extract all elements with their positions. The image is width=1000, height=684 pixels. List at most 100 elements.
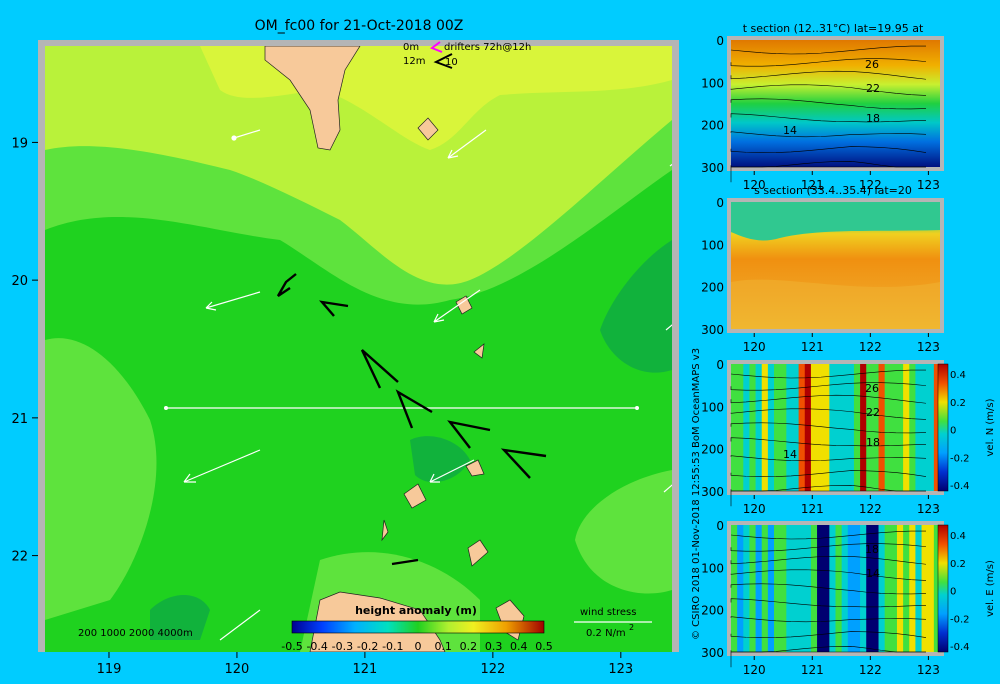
land-island: [403, 483, 427, 509]
panel-cell: [817, 364, 824, 491]
x-tick-label: 123: [917, 502, 940, 516]
panel-cell: [743, 525, 750, 652]
y-tick-label: 0: [716, 196, 724, 210]
wind-stress-label: wind stress: [580, 607, 636, 618]
section-panel-3: 26 22 18 14 120 121 122 123 0 100 200 300 0.4 0.2 0 -0.…: [701, 358, 996, 516]
drifter-legend-text: drifters 72h@12h: [444, 42, 531, 53]
section-panel-2: 120 121 122 123 0 100 200 300 s section (33.4..3…: [701, 184, 944, 354]
y-tick-label: 300: [701, 323, 724, 337]
velocity-tick-label: -0.4: [950, 642, 970, 653]
contour-line: [730, 45, 927, 55]
y-tick-label: 100: [701, 76, 724, 90]
colorbar-title: height anomaly (m): [355, 604, 477, 617]
panel-cell: [786, 525, 793, 652]
panel-cell: [731, 364, 738, 491]
y-tick-label: 200: [701, 604, 724, 618]
drifter-legend-scale: 10: [445, 57, 458, 68]
panel-cell: [829, 525, 836, 652]
y-tick-label: 100: [701, 400, 724, 414]
contour-line: [730, 530, 927, 540]
colorbar-tick-label: 0.1: [434, 640, 452, 653]
panel-cell: [933, 364, 941, 491]
panel-cell: [866, 364, 873, 491]
y-tick-label: 300: [701, 161, 724, 175]
colorbar-tick-label: -0.4: [306, 640, 327, 653]
panel-cell: [798, 364, 806, 491]
contour-line: [730, 394, 927, 404]
panel-cell: [774, 364, 781, 491]
panel-cell: [884, 364, 892, 491]
x-tick-label: 122: [859, 178, 882, 192]
panel-cell: [866, 525, 873, 652]
wind-stress-scale-exp: 2: [629, 623, 634, 632]
x-tick-label: 121: [801, 340, 824, 354]
panel-cell: [798, 525, 806, 652]
velocity-axis-label: vel. E (m/s): [985, 560, 996, 617]
drifter-legend-marker-magenta: [429, 41, 443, 53]
panel-cell: [909, 364, 916, 491]
velocity-tick-label: 0: [950, 587, 956, 598]
contour-line: [730, 369, 927, 379]
contour-line: [730, 490, 926, 507]
contour-line: [730, 598, 927, 608]
panel-title: t section (12..31°C) lat=19.95 at: [743, 22, 924, 35]
land-island: [381, 519, 389, 542]
panel-cell: [743, 364, 750, 491]
panel-cell: [737, 364, 744, 491]
panel-cell: [903, 364, 910, 491]
panel-cell: [878, 364, 886, 491]
height-anomaly-colorbar: height anomaly (m) -0.5 -0.4 -0.3 -0.2 -0.1 0…: [281, 604, 552, 653]
ocean-light-sw: [45, 338, 157, 620]
panel-cell: [860, 364, 867, 491]
panel-cell: [921, 364, 929, 491]
panel-cell: [933, 525, 941, 652]
y-tick-label: 200: [701, 119, 724, 133]
contour-label: 26: [865, 382, 879, 395]
x-tick-label: 119: [97, 662, 122, 677]
drifter-legend-label-12m: 12m: [403, 56, 425, 67]
velocity-tick-label: 0.4: [950, 531, 966, 542]
panel-cell: [896, 364, 904, 491]
x-tick-label: 120: [743, 502, 766, 516]
wind-stress-arrows: [276, 273, 547, 566]
contour-line: [730, 631, 927, 638]
panel-cell: [780, 364, 787, 491]
contour-label: 14: [783, 448, 797, 461]
x-tick-label: 121: [801, 663, 824, 677]
panel-title: s section (33.4..35.4) lat=20: [754, 184, 912, 197]
panel-cell: [792, 525, 800, 652]
velocity-tick-label: -0.2: [950, 614, 970, 625]
x-tick-label: 120: [225, 662, 250, 677]
contour-line: [730, 98, 927, 110]
credit-text: © CSIRO 2018 01-Nov-2018 12:55:53 BoM Oc…: [691, 348, 702, 640]
x-tick-label: 123: [917, 178, 940, 192]
x-tick-label: 122: [859, 502, 882, 516]
panel-cell: [884, 525, 892, 652]
section-panel-4: 18 14 120 121 122 123 0 100 200 300 0.4 0.2 0 -0.2 -0.…: [701, 519, 996, 677]
land-island: [473, 343, 485, 359]
panel-cell: [755, 364, 763, 491]
panel-cell: [829, 364, 836, 491]
x-tick-label: 120: [743, 663, 766, 677]
x-tick-label: 120: [743, 340, 766, 354]
contour-label: 22: [866, 406, 880, 419]
y-tick-label: 300: [701, 485, 724, 499]
velocity-tick-label: 0.4: [950, 370, 966, 381]
contour-label: 18: [866, 112, 880, 125]
velocity-colorbar: [937, 363, 949, 492]
panel-cell: [761, 364, 769, 491]
contour-line: [730, 408, 927, 420]
colorbar-tick-label: 0.4: [510, 640, 528, 653]
colorbar-tick-label: 0.5: [535, 640, 553, 653]
colorbar-tick-label: -0.1: [382, 640, 403, 653]
panel-cell: [872, 364, 880, 491]
y-tick-label: 100: [701, 238, 724, 252]
contour-label: 14: [866, 567, 880, 580]
velocity-tick-label: 0: [950, 426, 956, 437]
contour-line: [730, 583, 927, 595]
velocity-axis-label: vel. N (m/s): [985, 398, 996, 456]
contour-line: [730, 470, 927, 477]
ocean-dark-east: [600, 240, 672, 373]
ocean-dark-patch: [150, 595, 210, 640]
velocity-tick-label: -0.4: [950, 481, 970, 492]
